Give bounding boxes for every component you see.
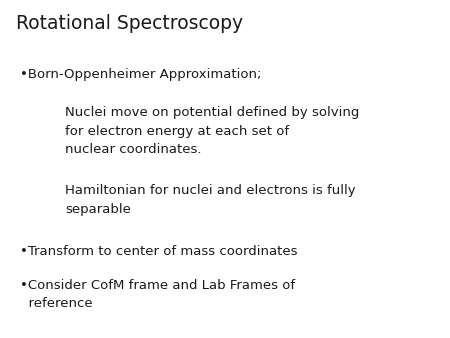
Text: •Consider CofM frame and Lab Frames of
  reference: •Consider CofM frame and Lab Frames of r…: [20, 279, 295, 310]
Text: Rotational Spectroscopy: Rotational Spectroscopy: [16, 14, 243, 32]
Text: Hamiltonian for nuclei and electrons is fully
separable: Hamiltonian for nuclei and electrons is …: [65, 184, 356, 216]
Text: Nuclei move on potential defined by solving
for electron energy at each set of
n: Nuclei move on potential defined by solv…: [65, 106, 360, 156]
Text: •Transform to center of mass coordinates: •Transform to center of mass coordinates: [20, 245, 298, 258]
Text: •Born-Oppenheimer Approximation;: •Born-Oppenheimer Approximation;: [20, 68, 261, 80]
